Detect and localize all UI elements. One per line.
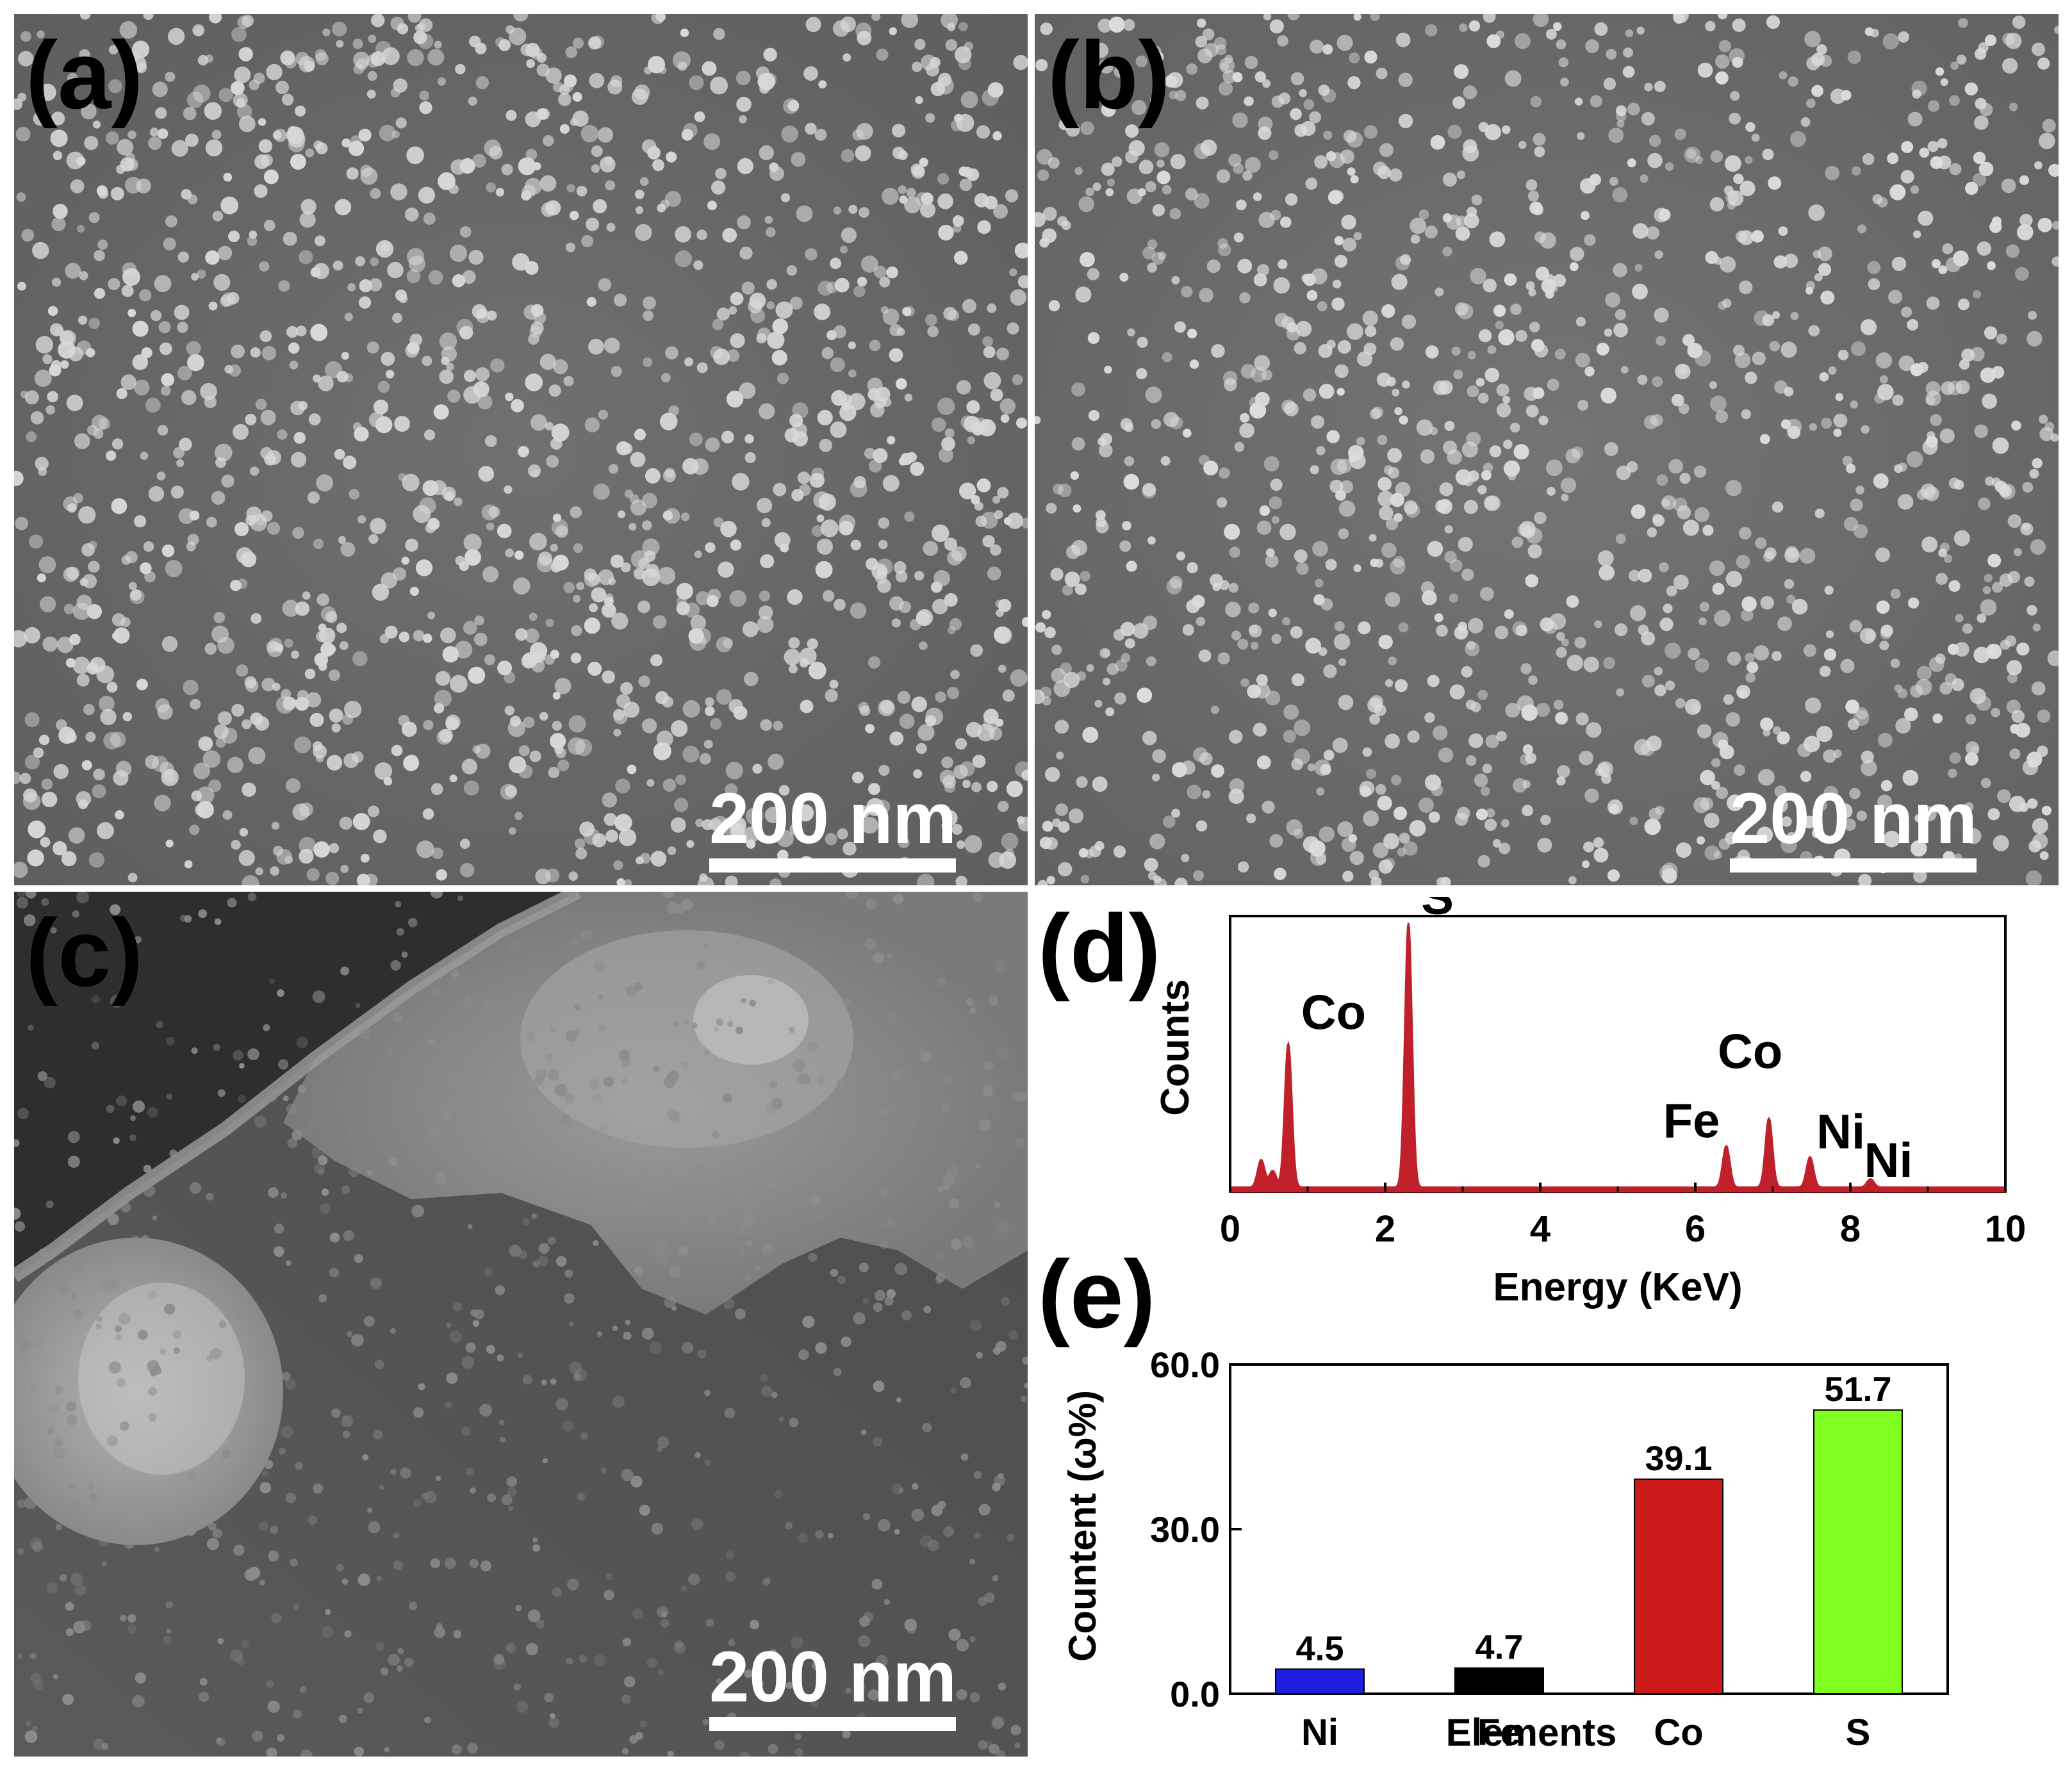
x-tick-label: 6 xyxy=(1685,1208,1706,1250)
x-category-label: Co xyxy=(1654,1712,1703,1753)
x-tick-label: 4 xyxy=(1530,1208,1550,1250)
peak-label: Ni xyxy=(1864,1133,1912,1188)
x-tick-label: 10 xyxy=(1985,1208,2027,1250)
bar-s xyxy=(1813,1409,1903,1694)
y-tick-label: 30.0 xyxy=(1150,1509,1220,1550)
scale-bar-label-c: 200 nm xyxy=(709,1637,957,1717)
bar-value-label: 51.7 xyxy=(1824,1370,1891,1409)
panel-label-c: (c) xyxy=(26,899,144,1006)
scale-bar-line-a xyxy=(709,858,956,873)
peak-label: S xyxy=(1421,897,1454,925)
sem-image-a: (a) 200 nm xyxy=(14,14,1028,885)
y-tick-label: 0.0 xyxy=(1170,1674,1220,1714)
peak-label: Co xyxy=(1718,1025,1782,1079)
scale-bar-line-b xyxy=(1730,858,1977,873)
x-category-label: S xyxy=(1846,1712,1871,1753)
sem-texture-b xyxy=(1035,14,2059,885)
y-axis-label: Counts xyxy=(1153,979,1197,1116)
element-content-chart: 0.0 30.0 60.0 4.5 Ni 4.7 Fe 39.1 Co 51.7 S Counte… xyxy=(1061,1345,1949,1754)
x-tick-label: 8 xyxy=(1840,1208,1861,1250)
scale-bar-line-c xyxy=(709,1717,956,1731)
x-category-label: Ni xyxy=(1301,1712,1338,1753)
sem-image-c: (c) 200 nm xyxy=(14,892,1028,1757)
scale-bar-label-b: 200 nm xyxy=(1730,778,1977,858)
y-tick-label: 60.0 xyxy=(1150,1345,1220,1385)
scale-bar-label-a: 200 nm xyxy=(709,778,957,858)
peak-label: Fe xyxy=(1663,1094,1720,1149)
x-category-label: Fe xyxy=(1477,1712,1521,1753)
y-axis-label: Countent (ω%) xyxy=(1061,1390,1104,1662)
sem-texture-c xyxy=(14,892,1028,1757)
peak-label: Ni xyxy=(1816,1105,1865,1160)
x-axis-label: Energy (KeV) xyxy=(1493,1265,1742,1309)
x-tick-label: 0 xyxy=(1220,1208,1240,1250)
peak-label: Co xyxy=(1301,985,1366,1040)
bar-value-label: 4.7 xyxy=(1475,1628,1523,1667)
panel-label-a: (a) xyxy=(26,21,144,129)
bar-ni xyxy=(1275,1668,1365,1695)
x-tick-label: 2 xyxy=(1375,1208,1395,1250)
panel-label-b: (b) xyxy=(1048,21,1171,129)
bar-value-label: 39.1 xyxy=(1645,1439,1712,1478)
bar-fe xyxy=(1454,1667,1544,1695)
panel-label-d: (d) xyxy=(1038,894,1161,1002)
bar-co xyxy=(1634,1479,1723,1694)
sem-texture-a xyxy=(14,14,1028,885)
scale-bar-a: 200 nm xyxy=(709,783,991,885)
x-axis-label: Elements xyxy=(1446,1711,1617,1754)
bar-value-label: 4.5 xyxy=(1295,1629,1344,1668)
scale-bar-c: 200 nm xyxy=(709,1641,991,1744)
scale-bar-b: 200 nm xyxy=(1730,783,2025,885)
sem-image-b: (b) 200 nm xyxy=(1035,14,2059,885)
panel-label-e: (e) xyxy=(1038,1240,1156,1348)
